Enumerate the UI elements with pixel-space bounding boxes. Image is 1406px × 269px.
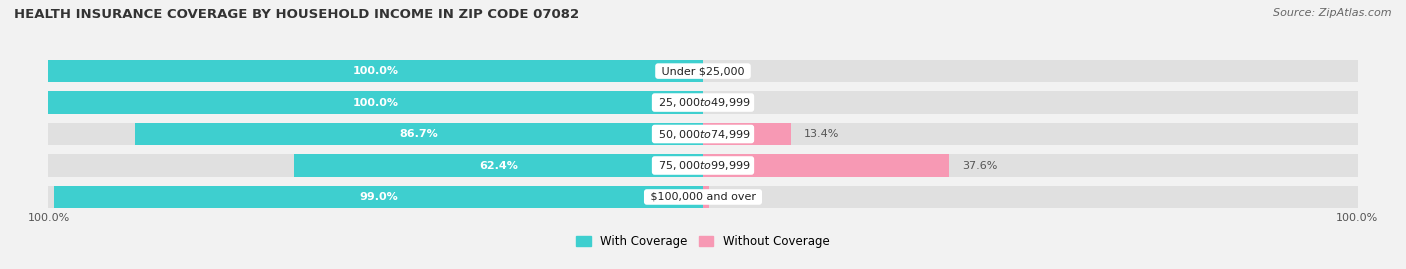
Text: HEALTH INSURANCE COVERAGE BY HOUSEHOLD INCOME IN ZIP CODE 07082: HEALTH INSURANCE COVERAGE BY HOUSEHOLD I… xyxy=(14,8,579,21)
Text: 100.0%: 100.0% xyxy=(28,213,70,223)
Bar xyxy=(703,123,790,145)
Text: 100.0%: 100.0% xyxy=(353,98,398,108)
Text: $50,000 to $74,999: $50,000 to $74,999 xyxy=(655,128,751,140)
Bar xyxy=(48,186,1358,208)
Bar xyxy=(48,60,1358,82)
Text: 37.6%: 37.6% xyxy=(963,161,998,171)
Text: Under $25,000: Under $25,000 xyxy=(658,66,748,76)
Bar xyxy=(703,186,710,208)
Text: 99.0%: 99.0% xyxy=(360,192,398,202)
Text: 100.0%: 100.0% xyxy=(353,66,398,76)
Text: $25,000 to $49,999: $25,000 to $49,999 xyxy=(655,96,751,109)
Bar xyxy=(135,123,703,145)
Text: 62.4%: 62.4% xyxy=(479,161,517,171)
Text: 86.7%: 86.7% xyxy=(399,129,439,139)
Bar xyxy=(294,154,703,177)
Bar xyxy=(48,91,703,114)
Text: $75,000 to $99,999: $75,000 to $99,999 xyxy=(655,159,751,172)
Text: 13.4%: 13.4% xyxy=(804,129,839,139)
Bar xyxy=(48,60,703,82)
Bar xyxy=(48,91,1358,114)
Bar xyxy=(55,186,703,208)
Bar xyxy=(703,154,949,177)
Text: $100,000 and over: $100,000 and over xyxy=(647,192,759,202)
Text: 100.0%: 100.0% xyxy=(1336,213,1378,223)
Bar xyxy=(48,154,1358,177)
Text: 0.99%: 0.99% xyxy=(720,192,755,202)
Legend: With Coverage, Without Coverage: With Coverage, Without Coverage xyxy=(572,230,834,253)
Text: Source: ZipAtlas.com: Source: ZipAtlas.com xyxy=(1274,8,1392,18)
Bar xyxy=(48,123,1358,145)
